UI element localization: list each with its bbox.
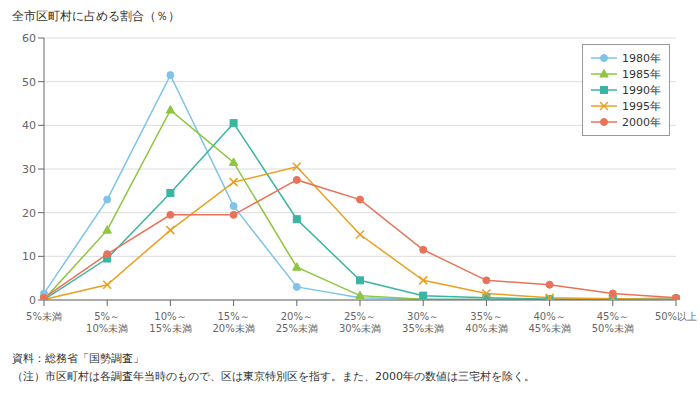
svg-text:40: 40 xyxy=(22,119,36,132)
html-text:1980年: 1980年 xyxy=(622,51,661,65)
svg-text:60: 60 xyxy=(22,32,36,45)
svg-text:10%～15%未満: 10%～15%未満 xyxy=(149,311,191,334)
html-text:1985年: 1985年 xyxy=(622,67,661,81)
html-text:1990年: 1990年 xyxy=(622,83,661,97)
svg-text:35%～40%未満: 35%～40%未満 xyxy=(465,311,507,334)
svg-text:25%～30%未満: 25%～30%未満 xyxy=(339,311,381,334)
html-text:（注）市区町村は各調査年当時のもので、区は東京特別区を指す。: （注）市区町村は各調査年当時のもので、区は東京特別区を指す。また、2000年の数… xyxy=(12,370,535,383)
svg-text:50%以上: 50%以上 xyxy=(655,311,692,322)
svg-text:40%～45%未満: 40%～45%未満 xyxy=(528,311,570,334)
html-text:1995年: 1995年 xyxy=(622,99,661,113)
svg-text:45%～50%未満: 45%～50%未満 xyxy=(592,311,634,334)
svg-text:20%～25%未満: 20%～25%未満 xyxy=(276,311,318,334)
svg-text:30: 30 xyxy=(22,163,36,176)
svg-text:5%未満: 5%未満 xyxy=(26,311,62,322)
svg-text:10: 10 xyxy=(22,250,36,263)
html-text:資料：総務省「国勢調査」: 資料：総務省「国勢調査」 xyxy=(12,352,144,365)
svg-text:0: 0 xyxy=(29,294,36,307)
html-text:2000年: 2000年 xyxy=(622,115,661,129)
svg-text:50: 50 xyxy=(22,76,36,89)
svg-text:15%～20%未満: 15%～20%未満 xyxy=(212,311,254,334)
svg-text:5%～10%未満: 5%～10%未満 xyxy=(86,311,128,334)
svg-text:20: 20 xyxy=(22,207,36,220)
html-text:全市区町村に占める割合（％）: 全市区町村に占める割合（％） xyxy=(12,9,180,23)
svg-text:30%～35%未満: 30%～35%未満 xyxy=(402,311,444,334)
